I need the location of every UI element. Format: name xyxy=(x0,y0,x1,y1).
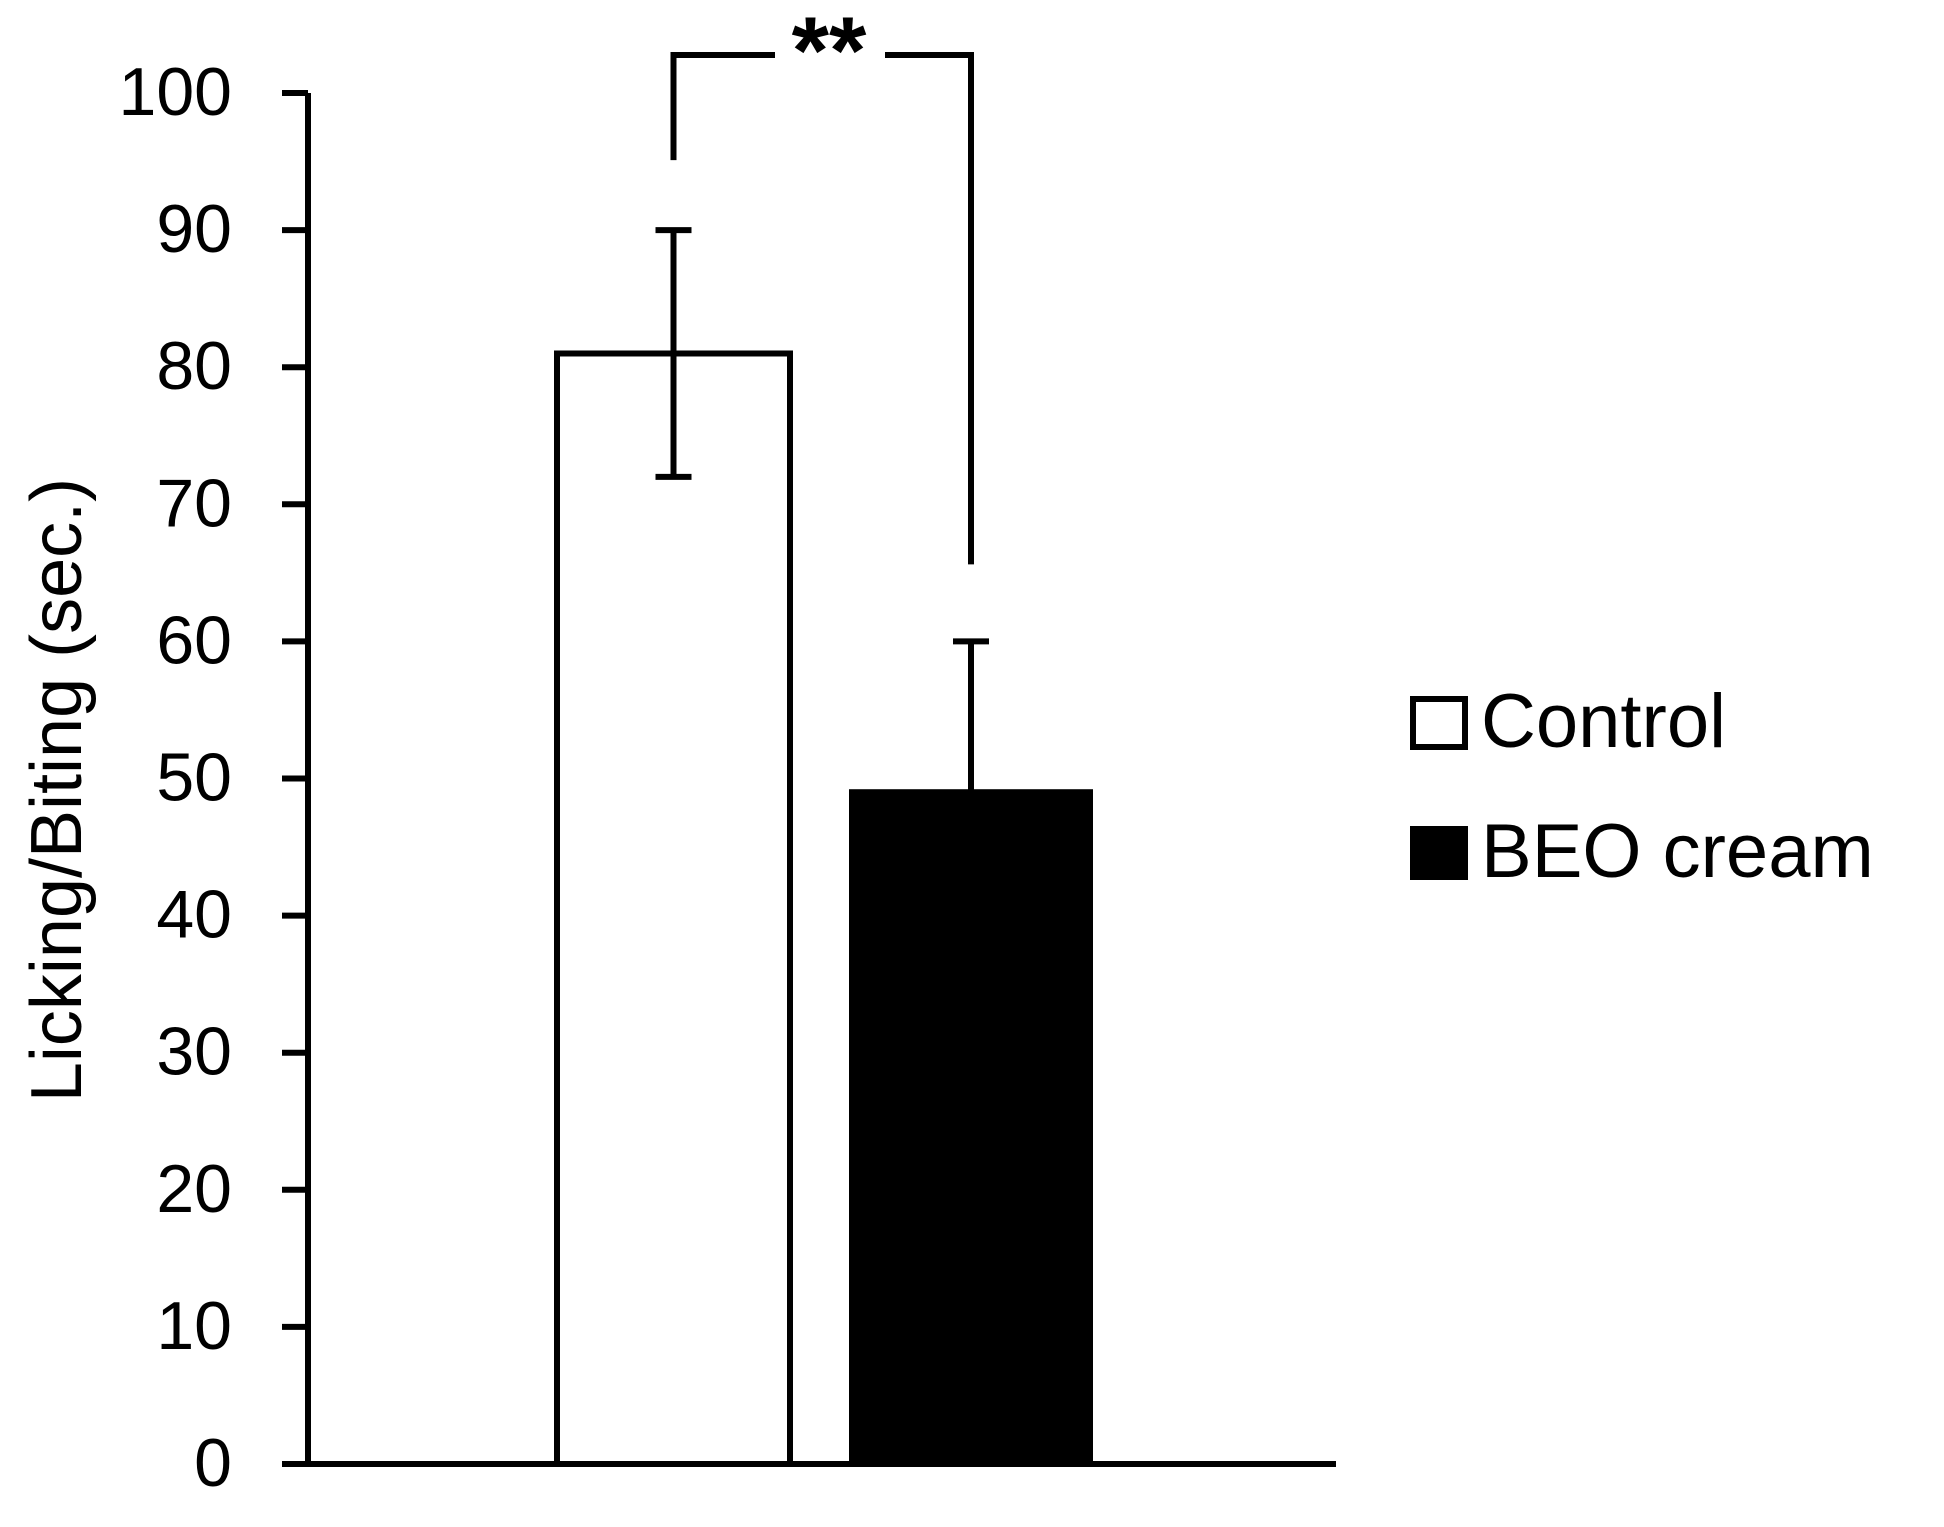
y-axis-label: Licking/Biting (sec.) xyxy=(17,478,97,1102)
significance-bracket xyxy=(670,52,974,565)
y-tick-label: 30 xyxy=(156,1014,232,1090)
y-tick-label: 20 xyxy=(156,1151,232,1227)
error-bar xyxy=(953,638,989,947)
legend-label: Control xyxy=(1481,679,1726,764)
y-tick-label: 60 xyxy=(156,602,232,678)
legend-swatch xyxy=(1410,826,1468,880)
bar xyxy=(849,789,1093,1467)
legend-swatch xyxy=(1410,696,1468,750)
legend-label: BEO cream xyxy=(1481,809,1874,894)
y-tick-label: 10 xyxy=(156,1288,232,1364)
y-tick-label: 70 xyxy=(156,465,232,541)
error-bar xyxy=(655,227,692,480)
y-tick-label: 100 xyxy=(119,54,232,130)
y-tick-label: 90 xyxy=(156,191,232,267)
bar xyxy=(554,350,793,1467)
y-tick-label: 40 xyxy=(156,877,232,953)
significance-label: ** xyxy=(792,0,867,104)
y-tick-label: 0 xyxy=(194,1425,232,1501)
y-tick-label: 80 xyxy=(156,328,232,404)
y-tick-label: 50 xyxy=(156,739,232,815)
